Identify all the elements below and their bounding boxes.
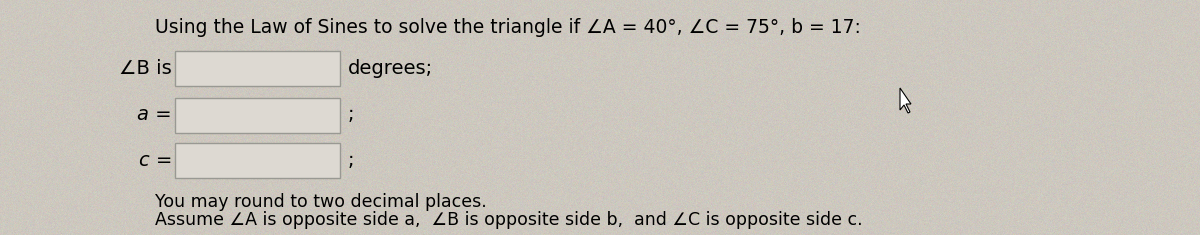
Text: a =: a = (137, 106, 172, 125)
Text: ;: ; (348, 150, 354, 169)
Text: Assume ∠A is opposite side a,  ∠B is opposite side b,  and ∠C is opposite side c: Assume ∠A is opposite side a, ∠B is oppo… (155, 211, 863, 229)
Text: You may round to two decimal places.: You may round to two decimal places. (155, 193, 487, 211)
Text: c =: c = (139, 150, 172, 169)
FancyBboxPatch shape (175, 51, 340, 86)
Text: Using the Law of Sines to solve the triangle if ∠A = 40°, ∠C = 75°, b = 17:: Using the Law of Sines to solve the tria… (155, 18, 860, 37)
Text: ;: ; (348, 106, 354, 125)
FancyBboxPatch shape (175, 142, 340, 177)
Text: degrees;: degrees; (348, 59, 433, 78)
Polygon shape (900, 88, 911, 113)
Text: ∠B is: ∠B is (119, 59, 172, 78)
FancyBboxPatch shape (175, 98, 340, 133)
